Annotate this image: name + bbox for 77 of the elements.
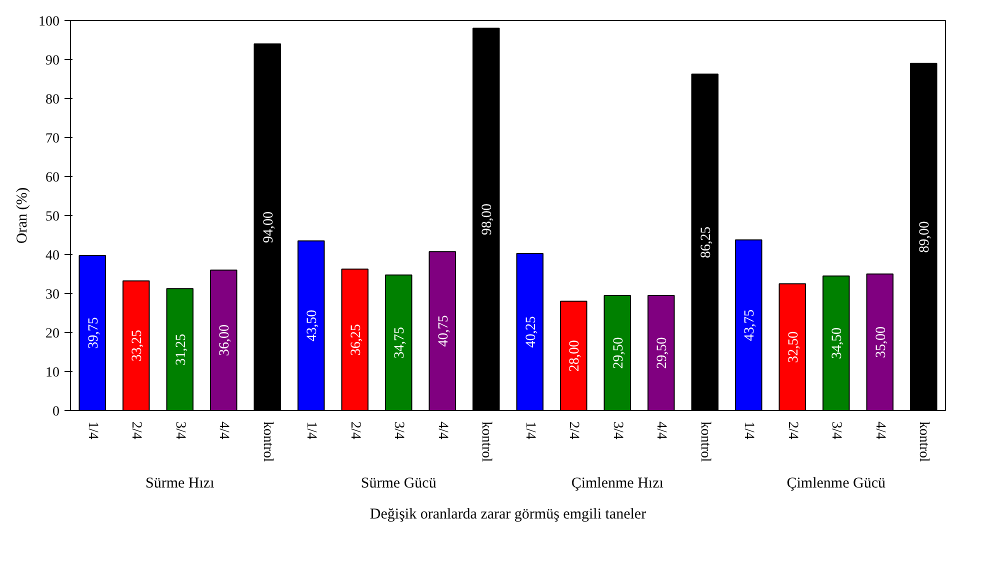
x-tick-label: 3/4 <box>391 422 406 440</box>
bar <box>604 294 631 410</box>
x-tick-label: 4/4 <box>216 422 232 440</box>
bar <box>910 62 938 410</box>
y-axis-title: Oran (%) <box>14 187 30 244</box>
y-tick-label: 50 <box>46 210 60 224</box>
x-tick-label: 2/4 <box>347 422 362 440</box>
text: Çimlenme Gücü <box>786 476 886 492</box>
x-axis-title: Değişik oranlarda zarar görmüş emgili taneler <box>370 506 646 522</box>
y-tick-label: 0 <box>52 404 60 420</box>
data-label: 40,25 <box>524 316 539 348</box>
bar <box>472 28 500 410</box>
x-tick-label: kontrol <box>916 422 932 462</box>
bar <box>210 270 238 410</box>
data-label: 36,25 <box>348 324 364 356</box>
y-tick-label: 70 <box>46 132 60 146</box>
data-label: 29,50 <box>611 337 626 369</box>
x-tick-label: 3/4 <box>828 422 844 440</box>
bar <box>254 43 281 410</box>
bar <box>735 239 762 410</box>
data-label: 39,75 <box>86 317 102 349</box>
bar <box>560 300 588 410</box>
bar <box>298 240 325 410</box>
x-tick-label: 1/4 <box>522 422 538 440</box>
bar <box>822 275 850 410</box>
bar <box>866 274 894 410</box>
y-tick-label: 10 <box>46 366 60 380</box>
data-label: 31,25 <box>174 334 189 366</box>
y-tick-label: 40 <box>46 248 60 264</box>
data-label: 40,75 <box>436 315 452 347</box>
bar <box>122 280 150 410</box>
x-tick-label: 3/4 <box>172 422 188 440</box>
x-tick-label: kontrol <box>260 422 275 462</box>
data-label: 94,00 <box>261 211 276 243</box>
x-tick-label: 4/4 <box>434 422 450 440</box>
bar <box>78 254 106 410</box>
bar <box>166 288 194 410</box>
text: Sürme Hızı <box>146 476 214 492</box>
bar <box>516 253 544 410</box>
x-tick-label: 1/4 <box>304 422 319 440</box>
x-tick-label: 1/4 <box>741 422 756 440</box>
y-tick-label: 80 <box>46 92 60 108</box>
bar <box>428 251 456 410</box>
x-tick-label: kontrol <box>478 422 494 462</box>
y-tick-label: 60 <box>46 170 60 186</box>
x-tick-label: 3/4 <box>610 422 625 440</box>
data-label: 28,00 <box>568 340 583 372</box>
data-label: 35,00 <box>874 326 889 358</box>
bar <box>648 294 675 410</box>
x-tick-label: 4/4 <box>654 422 669 440</box>
data-label: 43,75 <box>742 309 758 341</box>
text: Çimlenme Hızı <box>571 476 664 492</box>
data-label: 32,50 <box>786 331 802 363</box>
bar <box>341 268 368 410</box>
x-tick-label: 2/4 <box>128 422 144 440</box>
data-label: 29,50 <box>655 337 670 369</box>
bar <box>778 283 806 410</box>
data-label: 98,00 <box>480 204 496 236</box>
y-tick-label: 20 <box>46 326 60 342</box>
data-label: 43,50 <box>305 310 320 342</box>
y-tick-label: 30 <box>46 288 60 302</box>
x-tick-label: kontrol <box>697 422 712 462</box>
x-tick-label: 2/4 <box>566 422 582 440</box>
x-tick-label: 4/4 <box>872 422 888 440</box>
bar <box>385 274 412 410</box>
data-label: 36,00 <box>218 324 233 356</box>
x-tick-label: 2/4 <box>784 422 800 440</box>
data-label: 33,25 <box>130 330 146 362</box>
y-tick-label: 90 <box>46 54 60 68</box>
data-label: 89,00 <box>918 221 933 253</box>
data-label: 34,50 <box>830 327 846 359</box>
y-tick-label: 100 <box>38 14 60 30</box>
text: Sürme Gücü <box>360 476 437 492</box>
data-label: 86,25 <box>698 226 714 258</box>
x-tick-label: 1/4 <box>84 422 100 440</box>
bar <box>691 74 718 410</box>
data-label: 34,75 <box>392 326 408 358</box>
